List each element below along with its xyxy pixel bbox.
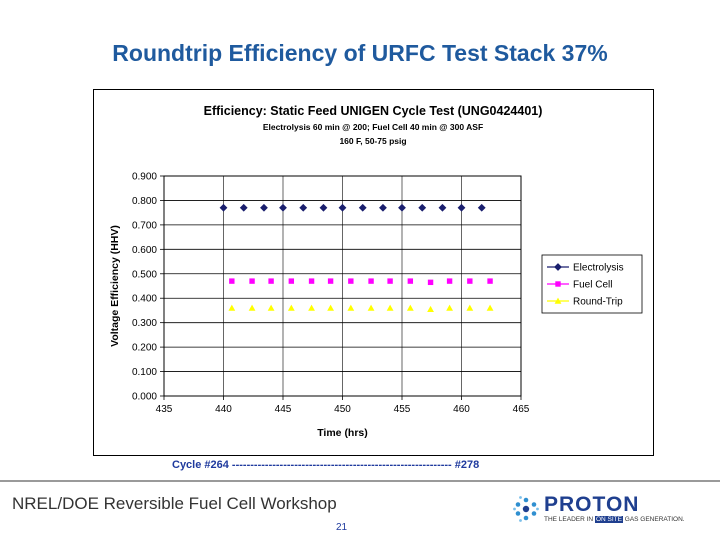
chart-title: Efficiency: Static Feed UNIGEN Cycle Tes… [204,104,543,118]
electrolysis-point [219,203,228,212]
chart-subtitle-line: 160 F, 50-75 psig [339,136,406,146]
electrolysis-point [338,203,347,212]
electrolysis-point [398,203,406,212]
legend-label-electrolysis: Electrolysis [573,263,624,274]
x-tick-label: 465 [513,404,530,415]
legend-marker-round-trip [554,297,562,304]
logo-tagline-highlight: ON SITE [594,516,623,523]
electrolysis-point [477,203,486,212]
y-tick-label: 0.800 [132,196,157,207]
x-tick-label: 455 [394,404,411,415]
logo-tagline-prefix: THE LEADER IN [544,516,595,523]
x-axis-label: Time (hrs) [317,427,368,439]
fuel-cell-point [368,278,374,284]
y-tick-label: 0.000 [132,392,157,403]
workshop-title: NREL/DOE Reversible Fuel Cell Workshop [12,494,337,513]
round-trip-point [267,304,275,311]
electrolysis-point [279,203,287,212]
electrolysis-point [418,203,427,212]
logo-tagline: THE LEADER IN ON SITE GAS GENERATION. [544,516,685,523]
chart-frame: Efficiency: Static Feed UNIGEN Cycle Tes… [93,89,654,456]
fuel-cell-point [288,278,295,284]
fuel-cell-point [487,278,493,284]
plot-border [163,175,522,397]
electrolysis-point [299,203,308,212]
legend-label-round-trip: Round-Trip [573,297,623,308]
logo-tagline-suffix: GAS GENERATION. [622,516,685,523]
round-trip-point [486,304,494,311]
y-tick-label: 0.600 [132,245,157,256]
fuel-cell-point [427,279,434,286]
fuel-cell-point [467,278,473,284]
legend-marker-electrolysis [554,263,562,271]
y-tick-label: 0.200 [132,343,157,354]
round-trip-point [446,304,453,311]
x-tick-label: 450 [334,404,351,415]
x-tick-label: 440 [215,404,232,415]
fuel-cell-point [249,278,255,284]
y-tick-label: 0.500 [132,269,157,280]
x-tick-label: 435 [156,404,173,415]
y-tick-label: 0.400 [132,294,157,305]
round-trip-point [327,304,334,311]
round-trip-point [406,304,414,311]
fuel-cell-point [308,278,315,284]
fuel-cell-point [387,278,393,284]
legend-marker-fuel-cell [555,281,561,287]
page-number: 21 [336,522,348,533]
round-trip-point [308,304,315,311]
round-trip-point [248,304,256,311]
electrolysis-point [358,203,367,212]
proton-logo: PROTON THE LEADER IN ON SITE GAS GENERAT… [510,493,715,527]
electrolysis-point [260,203,268,212]
round-trip-point [347,304,355,311]
fuel-cell-point [348,278,354,284]
efficiency-chart: Efficiency: Static Feed UNIGEN Cycle Tes… [109,104,643,439]
fuel-cell-point [268,278,274,284]
x-tick-label: 460 [453,404,470,415]
round-trip-point [386,304,394,311]
fuel-cell-point [407,278,414,284]
electrolysis-point [319,203,328,212]
chart-subtitle-line: Electrolysis 60 min @ 200; Fuel Cell 40 … [263,122,483,132]
round-trip-point [466,304,474,311]
legend-label-fuel-cell: Fuel Cell [573,280,612,291]
fuel-cell-point [229,278,235,284]
round-trip-point [367,304,375,311]
y-axis-label: Voltage Efficiency (HHV) [109,225,121,347]
round-trip-point [287,304,295,311]
x-tick-label: 445 [275,404,292,415]
round-trip-point [228,304,236,311]
electrolysis-point [457,203,466,212]
logo-word: PROTON [544,493,640,516]
electrolysis-point [379,203,387,212]
slide-title: Roundtrip Efficiency of URFC Test Stack … [112,40,608,66]
fuel-cell-point [446,278,453,284]
proton-logo-icon [513,496,539,522]
electrolysis-point [438,203,447,212]
footer-divider [0,480,720,482]
y-tick-label: 0.700 [132,220,157,231]
y-tick-label: 0.300 [132,318,157,329]
cycle-range-label: Cycle #264 -----------------------------… [172,459,480,471]
y-tick-label: 0.900 [132,172,157,183]
electrolysis-point [239,203,248,212]
y-tick-label: 0.100 [132,367,157,378]
fuel-cell-point [327,278,334,284]
round-trip-point [427,305,434,312]
